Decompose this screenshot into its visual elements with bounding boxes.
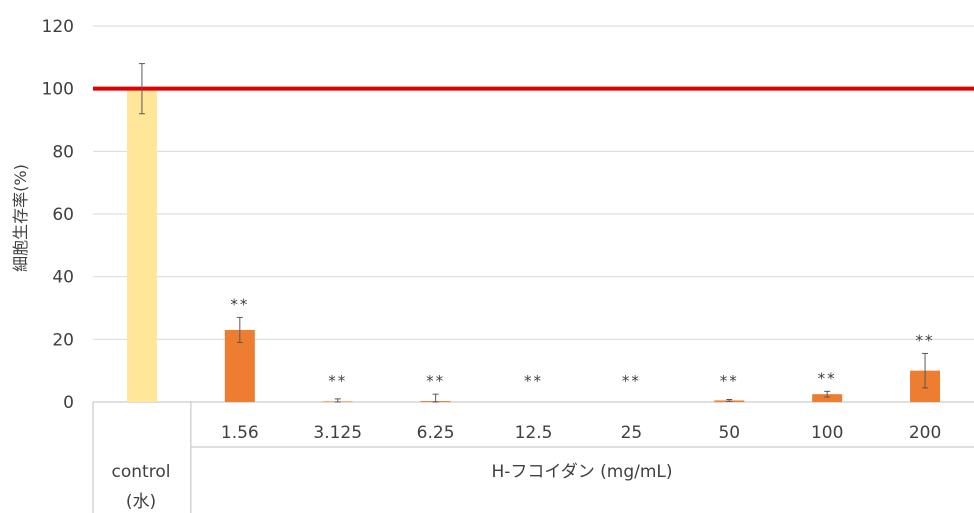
bar-control — [126, 88, 157, 403]
y-tick-label: 20 — [52, 330, 74, 350]
significance-mark: ** — [230, 295, 249, 313]
control-group-label: control — [112, 462, 171, 482]
significance-mark: ** — [524, 372, 543, 390]
category-axis-table — [92, 402, 974, 513]
x-tick-label: 3.125 — [313, 423, 362, 443]
error-bars — [138, 63, 929, 403]
significance-mark: ** — [622, 372, 641, 390]
y-axis-label: 細胞生存率(%) — [11, 164, 30, 272]
x-tick-label: 200 — [909, 423, 941, 443]
y-tick-label: 0 — [63, 393, 74, 413]
x-axis-tick-labels: 1.56 3.125 6.25 12.5 25 50 100 200 — [221, 423, 941, 443]
significance-marks: ** ** ** ** ** ** ** ** — [230, 295, 935, 390]
x-tick-label: 50 — [718, 423, 740, 443]
x-tick-label: 25 — [621, 423, 643, 443]
bar-100 — [812, 394, 843, 402]
x-tick-label: 6.25 — [417, 423, 455, 443]
significance-mark: ** — [720, 372, 739, 390]
x-tick-label: 1.56 — [221, 423, 259, 443]
significance-mark: ** — [426, 372, 445, 390]
y-tick-label: 40 — [52, 268, 74, 288]
y-tick-label: 120 — [42, 17, 74, 37]
x-tick-label: 100 — [811, 423, 843, 443]
significance-mark: ** — [916, 331, 935, 349]
significance-mark: ** — [818, 369, 837, 387]
y-tick-label: 100 — [42, 80, 74, 100]
bars — [126, 88, 941, 403]
x-tick-label: 12.5 — [515, 423, 553, 443]
y-tick-label: 80 — [52, 142, 74, 162]
significance-mark: ** — [328, 372, 347, 390]
treatment-group-label: H-フコイダン (mg/mL) — [491, 462, 672, 482]
y-axis-ticks: 0 20 40 60 80 100 120 — [42, 17, 74, 413]
control-group-sublabel: (水) — [126, 492, 156, 512]
y-tick-label: 60 — [52, 205, 74, 225]
